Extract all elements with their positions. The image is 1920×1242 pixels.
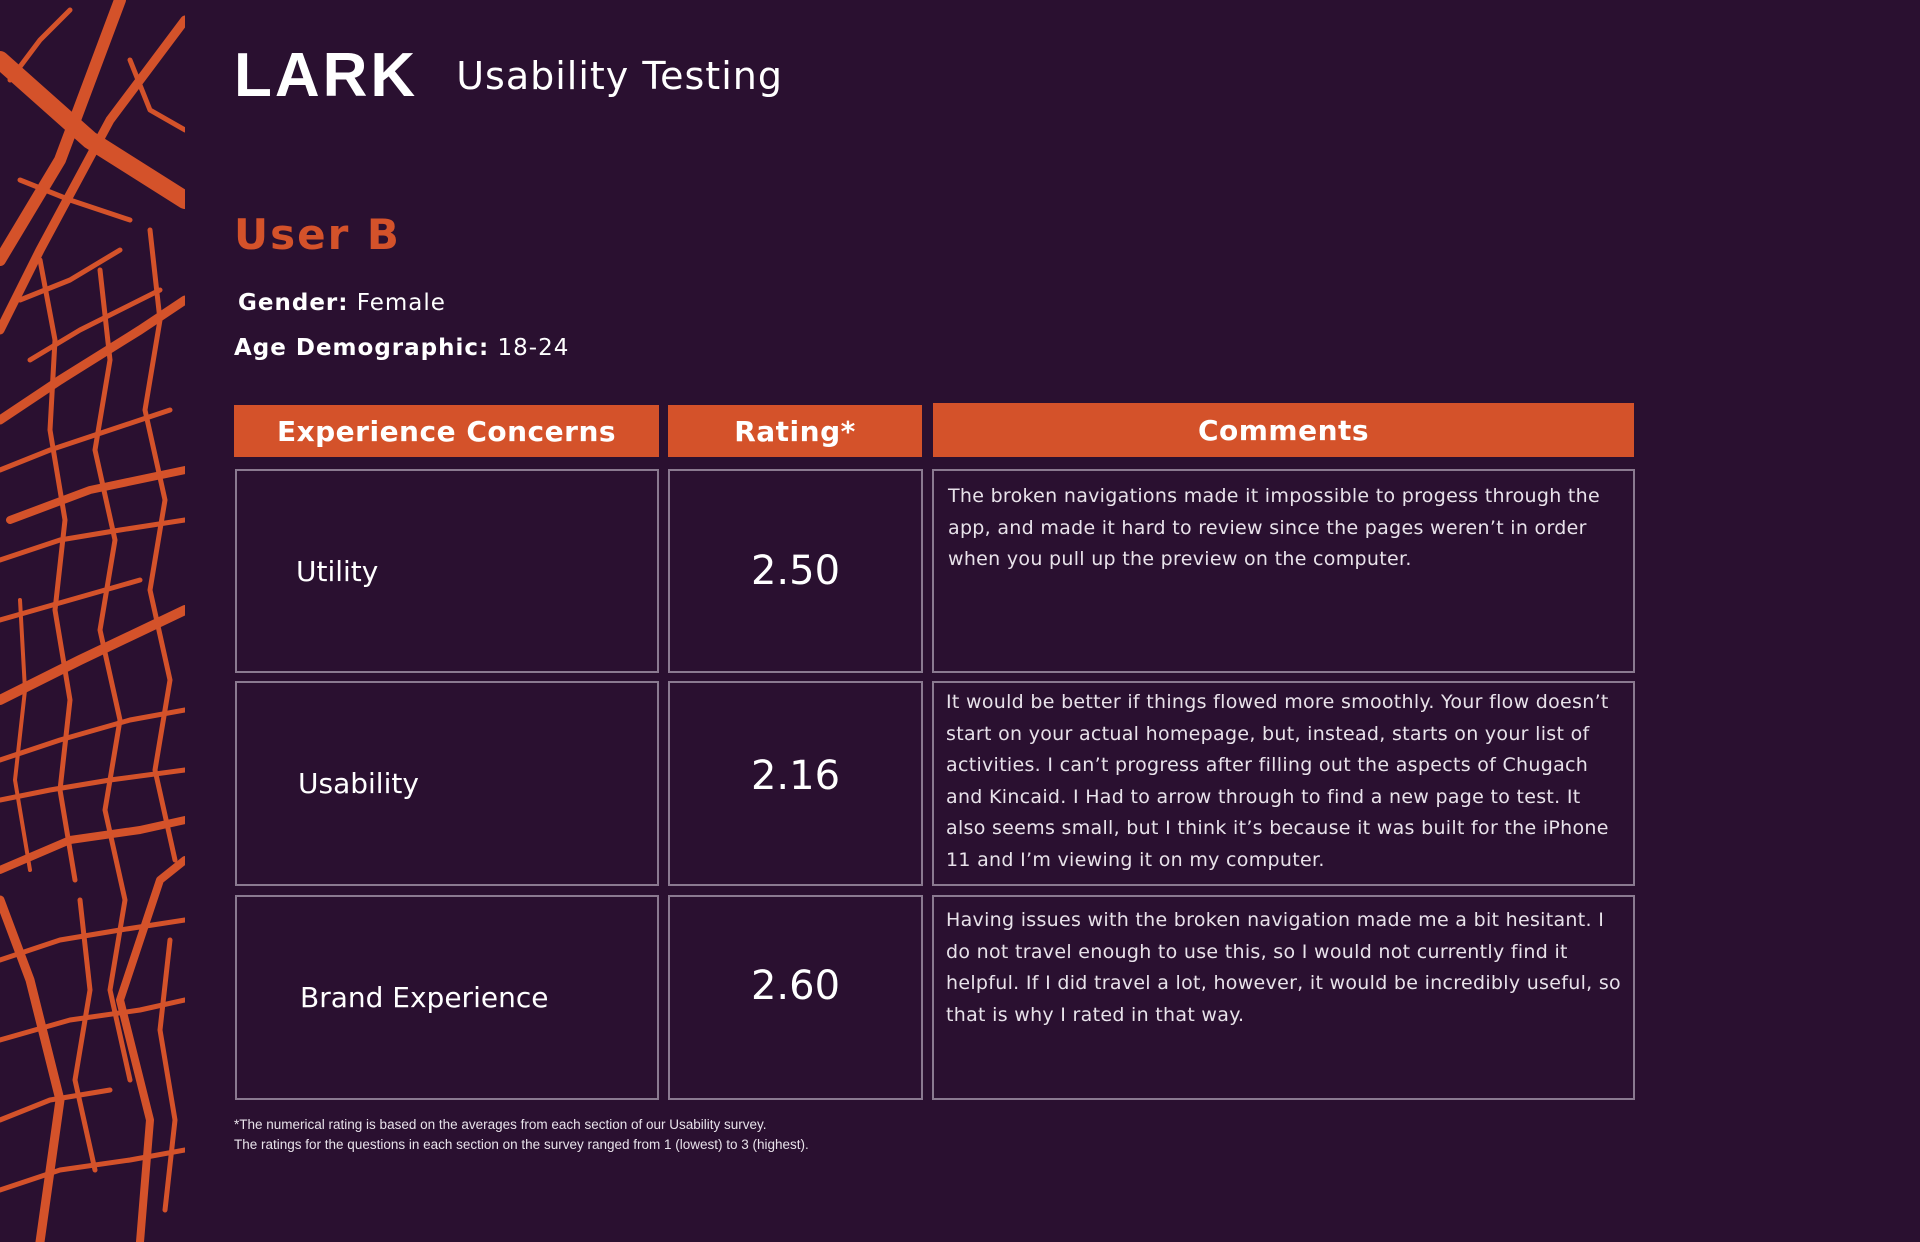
rating-value: 2.50 [750, 548, 841, 594]
street-map-decoration [0, 0, 185, 1242]
lark-logo: LARK [234, 41, 419, 110]
comment-text: Having issues with the broken navigation… [946, 909, 1621, 1026]
concern-label: Utility [296, 554, 379, 588]
table-row-concern: Utility [235, 469, 659, 673]
table-row-rating: 2.16 [668, 681, 923, 886]
page-subtitle: Usability Testing [456, 54, 783, 98]
page-header: LARK Usability Testing [234, 41, 783, 110]
age-line: Age Demographic: 18-24 [234, 335, 569, 361]
age-label: Age Demographic: [234, 335, 490, 361]
header-comments: Comments [933, 403, 1634, 457]
concern-label: Usability [298, 767, 419, 800]
table-row-rating: 2.60 [668, 895, 923, 1100]
table-row-concern: Usability [235, 681, 659, 886]
concern-label: Brand Experience [300, 981, 549, 1014]
table-row-comment: It would be better if things flowed more… [932, 681, 1635, 886]
comment-text: It would be better if things flowed more… [946, 691, 1609, 871]
gender-line: Gender: Female [238, 290, 446, 316]
footnote: *The numerical rating is based on the av… [234, 1115, 809, 1155]
footnote-line-1: *The numerical rating is based on the av… [234, 1117, 767, 1132]
comment-text: The broken navigations made it impossibl… [948, 485, 1600, 570]
rating-value: 2.60 [750, 963, 841, 1009]
footnote-line-2: The ratings for the questions in each se… [234, 1137, 809, 1152]
street-map-graphic [0, 0, 185, 1242]
header-experience-concerns: Experience Concerns [234, 405, 659, 457]
rating-value: 2.16 [750, 753, 841, 799]
user-title: User B [234, 210, 401, 259]
header-rating: Rating* [668, 405, 922, 457]
table-row-comment: The broken navigations made it impossibl… [932, 469, 1635, 673]
table-row-rating: 2.50 [668, 469, 923, 673]
table-row-concern: Brand Experience [235, 895, 659, 1100]
gender-value: Female [356, 290, 446, 316]
age-value: 18-24 [497, 335, 570, 361]
table-row-comment: Having issues with the broken navigation… [932, 895, 1635, 1100]
gender-label: Gender: [238, 290, 349, 316]
